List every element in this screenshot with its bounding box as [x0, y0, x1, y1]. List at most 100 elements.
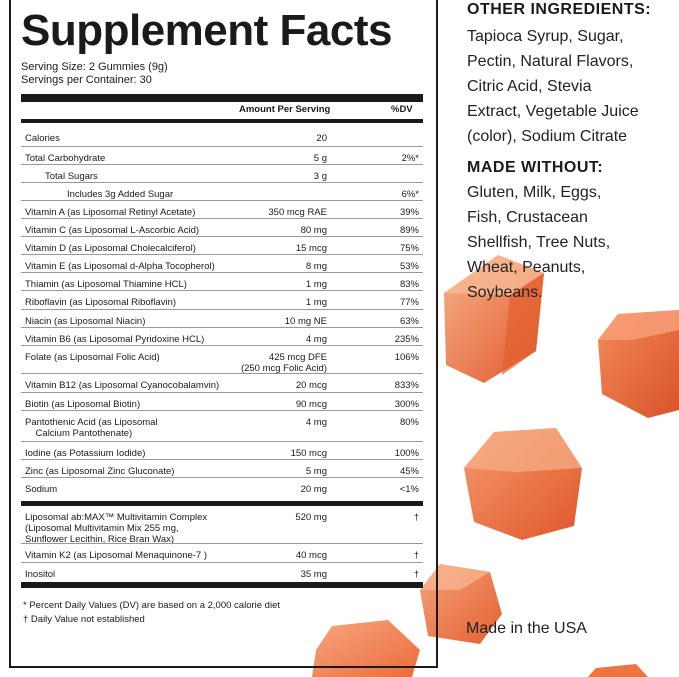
nutrient-name: Thiamin (as Liposomal Thiamine HCL) — [25, 279, 187, 290]
nutrient-amount: 10 mg NE — [284, 316, 327, 327]
nutrient-amount: 40 mcg — [295, 550, 327, 561]
nutrient-amount: 425 mcg DFE (250 mcg Folic Acid) — [240, 352, 327, 374]
made-in-usa: Made in the USA — [466, 620, 587, 637]
header-divider — [21, 94, 423, 102]
nutrient-dv: 53% — [399, 261, 419, 272]
nutrient-amount: 80 mg — [300, 225, 327, 236]
nutrient-row: Riboflavin (as Liposomal Riboflavin) 1 mg… — [21, 290, 423, 309]
nutrient-name: Biotin (as Liposomal Biotin) — [25, 399, 141, 410]
nutrient-dv: 80% — [399, 417, 419, 428]
nutrient-amount: 5 mg — [305, 466, 327, 477]
nutrient-row: Zinc (as Liposomal Zinc Gluconate) 5 mg 45… — [21, 459, 423, 477]
footer-divider — [21, 582, 423, 588]
nutrient-amount: 20 mg — [300, 484, 327, 495]
nutrient-name: Zinc (as Liposomal Zinc Gluconate) — [25, 466, 175, 477]
nutrient-name: Sodium — [25, 484, 58, 495]
gummy-image-2 — [598, 310, 679, 418]
nutrient-dv: 235% — [394, 334, 419, 345]
nutrient-amount: 150 mcg — [290, 448, 327, 459]
nutrient-dv: 100% — [394, 448, 419, 459]
nutrient-name: Total Sugars — [45, 171, 98, 182]
nutrient-dv: 300% — [394, 399, 419, 410]
column-divider — [21, 119, 423, 123]
nutrient-amount: 4 mg — [305, 334, 327, 345]
nutrient-name: Liposomal ab:MAX™ Multivitamin Complex (… — [25, 512, 208, 545]
made-without-section: MADE WITHOUT: Gluten, Milk, Eggs, Fish, C… — [467, 158, 677, 305]
nutrient-row: Folate (as Liposomal Folic Acid) 425 mcg … — [21, 345, 423, 374]
nutrient-name: Vitamin D (as Liposomal Cholecalciferol) — [25, 243, 196, 254]
amount-per-serving-header: Amount Per Serving — [239, 104, 331, 115]
nutrient-row: Liposomal ab:MAX™ Multivitamin Complex (… — [21, 501, 423, 545]
nutrient-dv: † — [413, 569, 419, 580]
panel-title: Supplement Facts — [21, 6, 392, 55]
nutrient-amount: 1 mg — [305, 297, 327, 308]
nutrient-row: Inositol 35 mg † — [21, 562, 423, 580]
nutrient-amount: 15 mcg — [295, 243, 327, 254]
nutrient-row: Thiamin (as Liposomal Thiamine HCL) 1 mg 8… — [21, 272, 423, 290]
nutrient-amount: 90 mcg — [295, 399, 327, 410]
nutrient-row: Calories 20 — [21, 127, 423, 146]
nutrient-dv: † — [413, 550, 419, 561]
nutrient-name: Vitamin A (as Liposomal Retinyl Acetate) — [25, 207, 196, 218]
other-ingredients-heading: OTHER INGREDIENTS: — [467, 1, 652, 18]
nutrient-dv: 45% — [399, 466, 419, 477]
nutrient-name: Calories — [25, 133, 60, 144]
servings-per-container: Servings per Container: 30 — [21, 74, 152, 86]
nutrient-row: Pantothenic Acid (as Liposomal Calcium P… — [21, 410, 423, 441]
nutrient-name: Vitamin E (as Liposomal d-Alpha Tocopher… — [25, 261, 215, 272]
nutrient-dv: 75% — [399, 243, 419, 254]
nutrient-amount: 350 mcg RAE — [268, 207, 327, 218]
list-line: Gluten, Milk, Eggs, — [467, 184, 602, 201]
made-without-heading: MADE WITHOUT: — [467, 159, 604, 176]
nutrient-row: Vitamin D (as Liposomal Cholecalciferol)… — [21, 236, 423, 254]
gummy-image-1 — [444, 255, 544, 383]
nutrient-name: Vitamin B6 (as Liposomal Pyridoxine HCL) — [25, 334, 205, 345]
footnote-dv: * Percent Daily Values (DV) are based on… — [23, 600, 280, 611]
nutrient-name: Folate (as Liposomal Folic Acid) — [25, 352, 160, 363]
list-line: Citric Acid, Stevia — [467, 78, 592, 95]
nutrient-amount: 20 — [316, 133, 327, 144]
made-without-list: Gluten, Milk, Eggs, Fish, Crustacean Shell… — [467, 180, 677, 305]
other-ingredients-list: Tapioca Syrup, Sugar, Pectin, Natural Fla… — [467, 24, 677, 149]
serving-size: Serving Size: 2 Gummies (9g) — [21, 61, 168, 73]
nutrient-dv: <1% — [399, 484, 419, 495]
nutrient-row: Vitamin C (as Liposomal L-Ascorbic Acid)… — [21, 218, 423, 236]
nutrient-name: Includes 3g Added Sugar — [67, 189, 174, 200]
nutrient-amount: 35 mg — [300, 569, 327, 580]
nutrient-dv: 39% — [399, 207, 419, 218]
nutrient-row: Total Sugars 3 g — [21, 164, 423, 182]
list-line: Tapioca Syrup, Sugar, — [467, 28, 624, 45]
nutrient-row: Vitamin K2 (as Liposomal Menaquinone-7 )… — [21, 543, 423, 562]
list-line: Pectin, Natural Flavors, — [467, 53, 634, 70]
nutrient-name: Pantothenic Acid (as Liposomal Calcium P… — [25, 417, 158, 439]
other-ingredients-section: OTHER INGREDIENTS: Tapioca Syrup, Sugar,… — [467, 0, 677, 149]
gummy-image-5 — [312, 620, 420, 677]
list-line: Wheat, Peanuts, — [467, 259, 586, 276]
nutrient-dv: 63% — [399, 316, 419, 327]
nutrient-row: Vitamin B6 (as Liposomal Pyridoxine HCL)… — [21, 327, 423, 345]
list-line: Shellfish, Tree Nuts, — [467, 234, 611, 251]
nutrient-row: Vitamin A (as Liposomal Retinyl Acetate)… — [21, 200, 423, 218]
nutrient-dv: † — [413, 512, 419, 523]
dv-header: %DV — [391, 104, 413, 115]
nutrient-name: Vitamin K2 (as Liposomal Menaquinone-7 ) — [25, 550, 208, 561]
nutrient-amount: 5 g — [313, 153, 327, 164]
nutrient-dv: 89% — [399, 225, 419, 236]
nutrient-name: Niacin (as Liposomal Niacin) — [25, 316, 146, 327]
list-line: Fish, Crustacean — [467, 209, 588, 226]
nutrient-dv: 83% — [399, 279, 419, 290]
nutrient-dv: 106% — [394, 352, 419, 363]
nutrient-amount: 1 mg — [305, 279, 327, 290]
nutrient-dv: 77% — [399, 297, 419, 308]
nutrient-dv: 833% — [394, 380, 419, 391]
nutrient-row: Biotin (as Liposomal Biotin) 90 mcg 300% — [21, 392, 423, 410]
nutrient-name: Total Carbohydrate — [25, 153, 106, 164]
list-line: Extract, Vegetable Juice — [467, 103, 639, 120]
nutrient-dv: 6%* — [401, 189, 419, 200]
nutrient-amount: 520 mg — [295, 512, 327, 523]
footnote-dagger: † Daily Value not established — [23, 614, 145, 625]
nutrient-name: Vitamin C (as Liposomal L-Ascorbic Acid) — [25, 225, 200, 236]
list-line: Soybeans. — [467, 284, 543, 301]
nutrient-name: Inositol — [25, 569, 56, 580]
gummy-image-3 — [464, 428, 582, 540]
